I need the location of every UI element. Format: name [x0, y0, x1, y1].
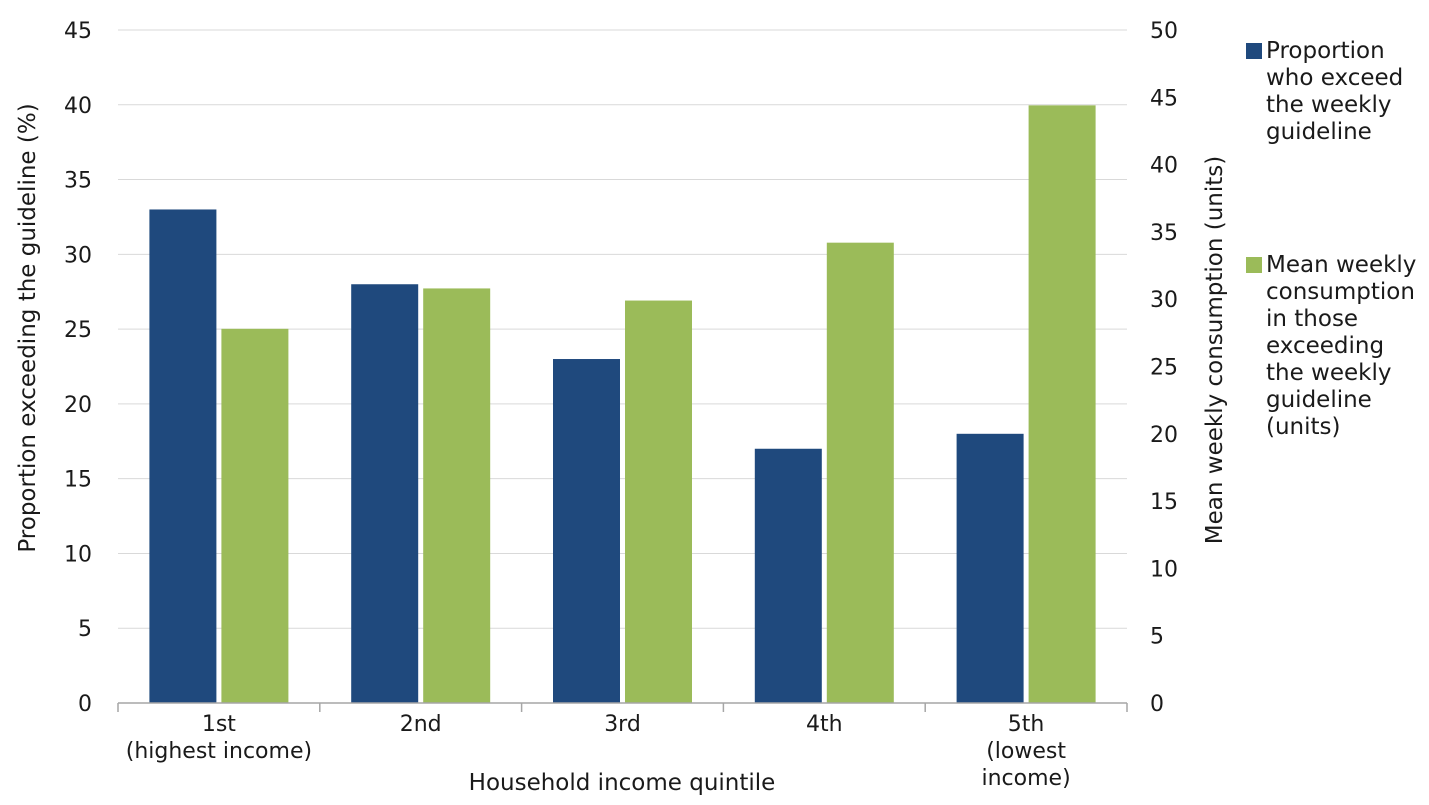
left-tick-label: 10	[64, 542, 92, 567]
right-tick-label: 15	[1150, 490, 1178, 515]
x-tick-label: 4th	[806, 712, 843, 737]
left-axis-tick-labels: 0 5 10 15 20 25 30 35 40 45	[64, 19, 92, 717]
right-tick-label: 20	[1150, 423, 1178, 448]
x-axis-title: Household income quintile	[469, 770, 776, 796]
right-tick-label: 0	[1150, 692, 1164, 717]
right-axis-tick-labels: 0 5 10 15 20 25 30 35 40 45 50	[1150, 19, 1178, 717]
left-tick-label: 45	[64, 19, 92, 44]
x-axis-tick-labels: 1st (highest income) 2nd 3rd 4th 5th (lowest in…	[126, 712, 1071, 791]
left-tick-label: 20	[64, 393, 92, 418]
legend-label-line: Proportion	[1266, 38, 1385, 64]
left-tick-label: 40	[64, 94, 92, 119]
legend-item-mean-consumption: Mean weekly consumption in those exceeding t…	[1246, 252, 1426, 441]
legend-swatch-proportion	[1246, 43, 1262, 59]
bar-proportion	[956, 433, 1024, 703]
bar-proportion	[351, 284, 419, 703]
right-tick-label: 25	[1150, 356, 1178, 381]
x-tick-label: 2nd	[400, 712, 442, 737]
x-tick-label: 1st (highest income)	[126, 712, 312, 764]
legend-label-line: (units)	[1266, 414, 1341, 440]
x-tick-label: 3rd	[604, 712, 641, 737]
right-tick-label: 10	[1150, 557, 1178, 582]
legend: Proportion who exceed the weekly guideline …	[1246, 38, 1426, 441]
legend-label-line: Mean weekly	[1266, 252, 1417, 278]
bars	[149, 105, 1096, 704]
left-axis-title: Proportion exceeding the guideline (%)	[15, 103, 41, 552]
bar-mean-consumption	[826, 242, 894, 703]
left-tick-label: 25	[64, 318, 92, 343]
legend-label-line: in those	[1266, 306, 1359, 332]
bar-mean-consumption	[1028, 105, 1096, 704]
axes	[117, 702, 1128, 712]
bar-mean-consumption	[221, 328, 289, 703]
legend-label-line: exceeding	[1266, 333, 1385, 359]
legend-label-line: guideline	[1266, 387, 1372, 413]
legend-label-line: who exceed	[1266, 65, 1404, 91]
right-tick-label: 35	[1150, 221, 1178, 246]
left-tick-label: 15	[64, 468, 92, 493]
legend-label-line: guideline	[1266, 119, 1372, 145]
bar-mean-consumption	[625, 300, 692, 703]
bar-mean-consumption	[423, 288, 491, 703]
legend-label-line: consumption	[1266, 279, 1415, 305]
right-tick-label: 40	[1150, 154, 1178, 179]
left-tick-label: 35	[64, 169, 92, 194]
right-tick-label: 30	[1150, 288, 1178, 313]
legend-swatch-mean-consumption	[1246, 257, 1262, 273]
right-axis-title: Mean weekly consumption (units)	[1202, 156, 1228, 544]
right-tick-label: 50	[1150, 19, 1178, 44]
legend-label-line: the weekly	[1266, 360, 1392, 386]
left-tick-label: 0	[78, 692, 92, 717]
right-tick-label: 5	[1150, 625, 1164, 650]
legend-item-proportion: Proportion who exceed the weekly guideline	[1246, 38, 1426, 146]
right-tick-label: 45	[1150, 86, 1178, 111]
bar-proportion	[553, 359, 620, 703]
bar-proportion	[149, 209, 217, 703]
left-tick-label: 5	[78, 617, 92, 642]
legend-label-line: the weekly	[1266, 92, 1392, 118]
legend-label-mean-consumption: Mean weekly consumption in those exceeding t…	[1266, 252, 1426, 441]
left-tick-label: 30	[64, 243, 92, 268]
legend-label-proportion: Proportion who exceed the weekly guideline	[1266, 38, 1426, 146]
bar-proportion	[754, 448, 822, 703]
x-tick-label: 5th (lowest income)	[982, 712, 1071, 791]
